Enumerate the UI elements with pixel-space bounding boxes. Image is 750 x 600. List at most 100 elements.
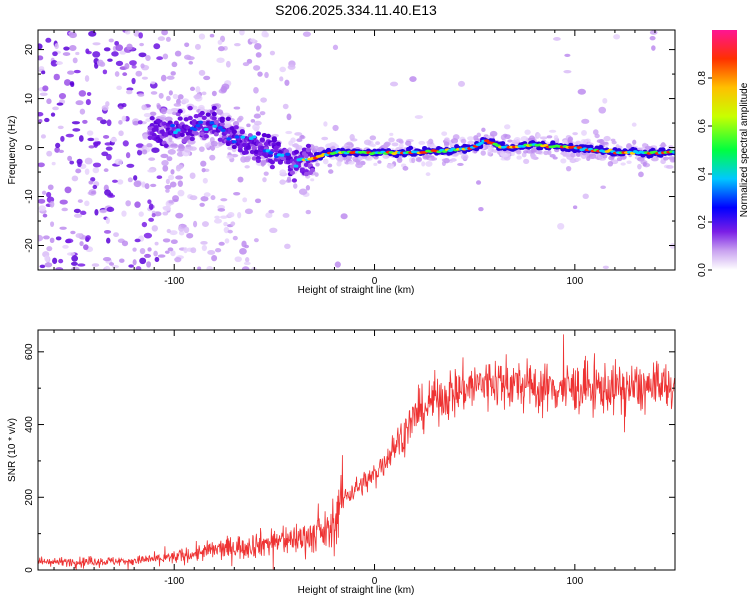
spectrogram-cell <box>265 133 271 139</box>
spectrogram-cell <box>350 138 358 142</box>
spectrogram-cell <box>122 72 128 76</box>
spectrogram-cell <box>38 198 46 204</box>
spectrogram-cell <box>441 131 448 136</box>
spectrogram-cell <box>644 146 653 150</box>
spectrogram-cell <box>225 60 231 68</box>
spectrogram-cell <box>53 73 60 81</box>
snr-background <box>38 330 675 570</box>
spectrogram-cell <box>177 116 183 121</box>
spectrogram-cell <box>75 168 82 174</box>
spectrogram-cell <box>243 150 249 155</box>
spectrogram-cell <box>315 162 320 167</box>
spectrogram-cell <box>594 133 600 139</box>
spectrogram-cell <box>170 239 178 245</box>
spectrogram-cell <box>125 89 133 95</box>
spectrogram-cell <box>122 140 129 147</box>
spectrogram-cell <box>183 247 188 254</box>
spectrogram-cell <box>160 153 169 159</box>
spectrogram-cell <box>232 235 238 241</box>
spectrogram-cell <box>398 139 404 144</box>
spectrogram-cell <box>200 196 209 202</box>
spectrogram-cell <box>139 257 147 265</box>
spectrogram-cell <box>602 97 608 104</box>
spectrogram-cell <box>156 56 164 61</box>
spectrogram-cell <box>77 263 86 267</box>
spectrogram-cell <box>231 140 237 144</box>
snr-x-label: Height of straight line (km) <box>298 585 415 596</box>
spectrogram-cell <box>38 205 46 212</box>
spectrogram-cell <box>293 183 298 189</box>
spectrogram-cell <box>64 186 72 194</box>
spectrogram-cell <box>581 118 590 124</box>
spectrogram-cell <box>173 103 182 107</box>
spectrogram-cell <box>189 136 195 142</box>
spectrogram-cell <box>211 254 218 262</box>
spectrogram-cell <box>164 184 172 190</box>
spectrogram-cell <box>199 110 205 116</box>
spectrogram-cell <box>269 50 276 56</box>
spectrogram-cell <box>148 217 155 222</box>
spectrogram-cell <box>60 135 65 142</box>
spectrogram-cell <box>659 144 667 148</box>
spectrogram-cell <box>125 152 131 159</box>
spectrogram-cell <box>49 237 55 244</box>
snr-y-label: SNR (10 * v/v) <box>7 418 18 482</box>
spectrogram-cell <box>147 247 152 252</box>
spectrogram-cell <box>52 51 58 57</box>
spectrogram-cell <box>190 247 197 254</box>
spectrogram-cell <box>157 254 166 258</box>
spectrogram-cell <box>166 228 171 234</box>
spectrogram-cell <box>42 85 49 92</box>
spectrogram-cell <box>92 162 102 168</box>
spectrogram-cell <box>93 137 100 142</box>
spectrogram-cell <box>168 174 175 181</box>
spectrogram-cell <box>576 146 583 150</box>
spectrogram-cell <box>251 135 257 139</box>
spectrogram-cell <box>244 165 250 169</box>
colorbar-tick-label-0: 0.0 <box>697 263 708 277</box>
spectrogram-cell <box>151 225 159 232</box>
spectrogram-cell <box>169 181 177 188</box>
spectrogram-cell <box>177 109 183 114</box>
spectrogram-cell <box>443 141 450 146</box>
spectrogram-cell <box>504 124 511 130</box>
spectrogram-cell <box>294 132 303 136</box>
spectrogram-cell <box>451 157 457 162</box>
spectrogram-cell <box>218 140 223 147</box>
spectrogram-cell <box>85 99 91 106</box>
spectrogram-cell <box>86 130 94 136</box>
spectrogram-cell <box>46 246 53 252</box>
spectrogram-cell <box>211 116 217 121</box>
spectrogram-cell <box>240 135 246 139</box>
spectrogram-cell <box>40 134 46 139</box>
spectrogram-cell <box>71 121 81 125</box>
spectrogram-cell <box>232 120 240 127</box>
spectrogram-cell <box>361 155 368 159</box>
spectrogram-cell <box>70 261 78 266</box>
spectrogram-cell <box>389 81 399 87</box>
spectrogram-cell <box>132 247 137 252</box>
spectrogram-cell <box>91 190 96 195</box>
spectrogram-cell <box>387 163 395 169</box>
spectrogram-cell <box>369 135 377 141</box>
spectrogram-cell <box>107 58 113 62</box>
spectrogram-cell <box>183 226 190 234</box>
spectrogram-cell <box>79 241 84 247</box>
spectrogram-cell <box>179 132 185 138</box>
spectrogram-cell <box>168 137 173 142</box>
spectrogram-cell <box>171 61 178 68</box>
spectrogram-cell <box>111 51 119 57</box>
spectrogram-cell <box>161 160 169 167</box>
spectrogram-cell <box>138 32 143 39</box>
spectrogram-cell <box>201 244 207 252</box>
spectrogram-cell <box>164 250 170 254</box>
spectrogram-cell <box>138 211 144 217</box>
spectrogram-cell <box>185 135 191 140</box>
spectrogram-cell <box>637 163 642 170</box>
spectrogram-cell <box>313 145 319 151</box>
spectrogram-cell <box>70 82 75 88</box>
spectrogram-cell <box>444 137 450 141</box>
spectrogram-cell <box>92 184 98 190</box>
spectrogram-cell <box>261 132 267 138</box>
spectrogram-cell <box>279 66 287 73</box>
